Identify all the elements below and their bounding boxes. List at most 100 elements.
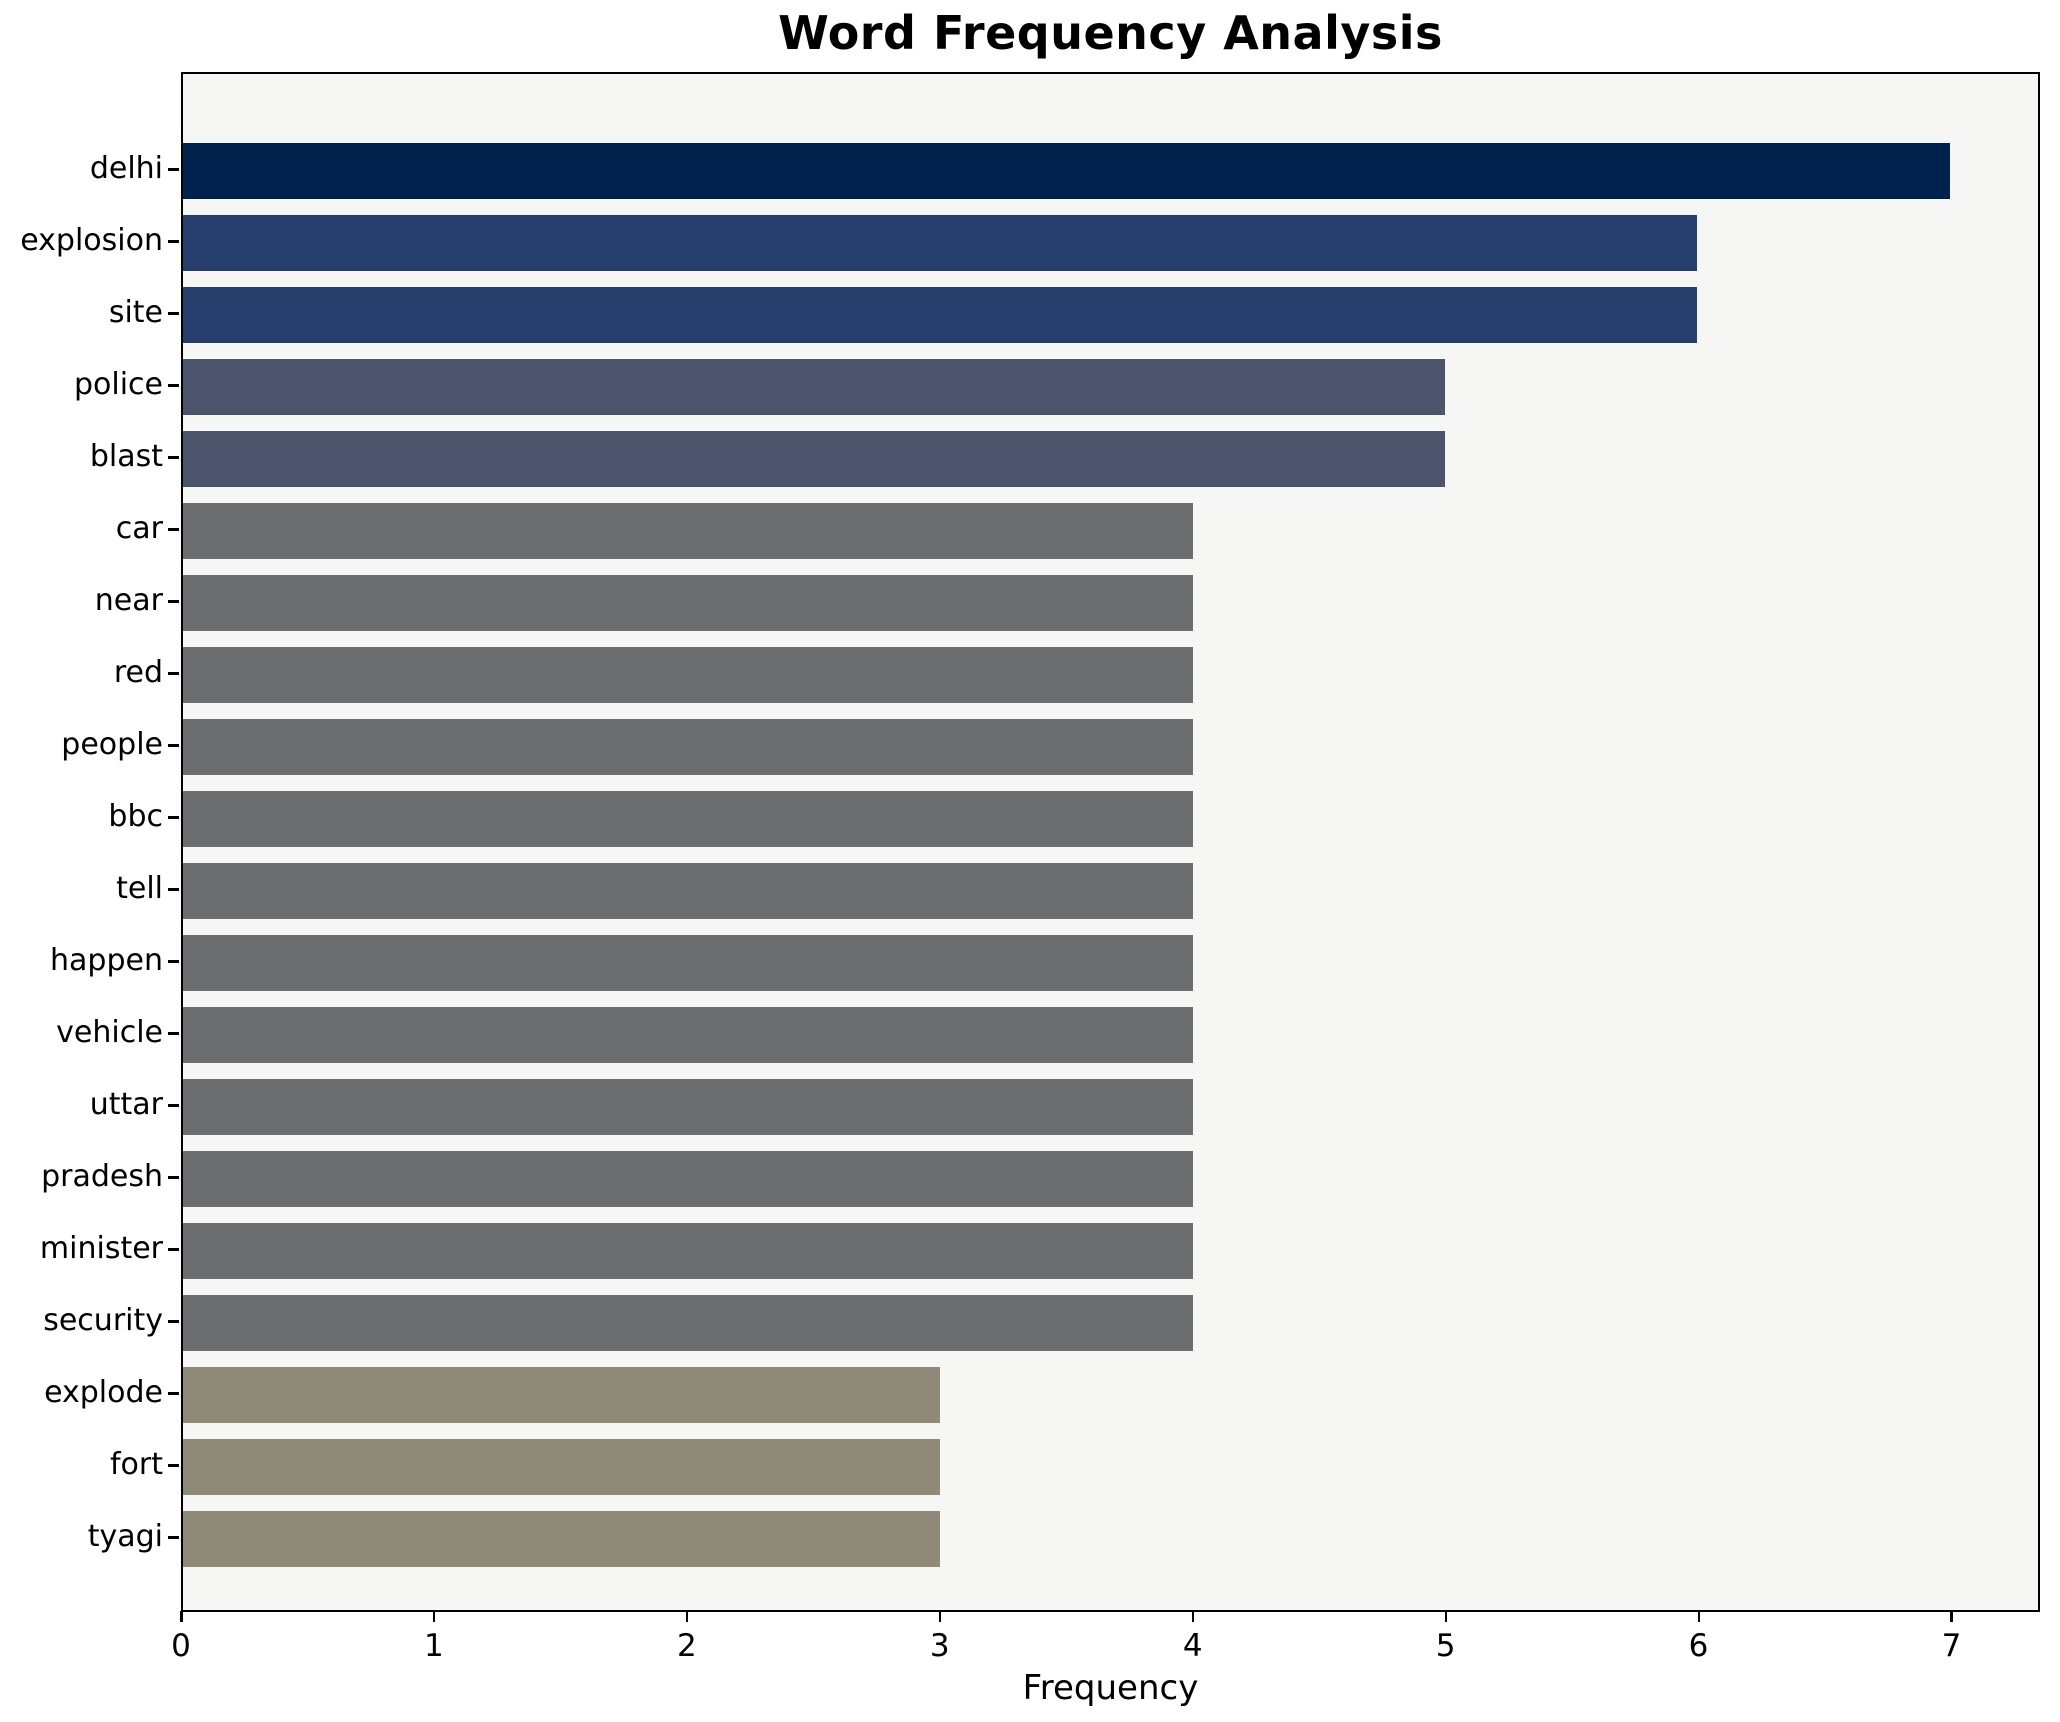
y-tick-label-police: police xyxy=(73,367,163,402)
plot-area xyxy=(181,72,2040,1612)
bar-site xyxy=(183,287,1698,343)
x-tick-mark-4 xyxy=(1191,1611,1195,1622)
bar-delhi xyxy=(183,143,1950,199)
x-tick-mark-5 xyxy=(1444,1611,1448,1622)
y-tick-mark-police xyxy=(168,384,179,387)
bar-row-police xyxy=(183,359,2038,415)
bar-bbc xyxy=(183,791,1193,847)
y-tick-mark-site xyxy=(168,312,179,315)
x-tick-label-3: 3 xyxy=(929,1628,950,1664)
y-tick-label-people: people xyxy=(61,727,163,762)
x-tick-mark-6 xyxy=(1697,1611,1701,1622)
bar-happen xyxy=(183,935,1193,991)
bar-tyagi xyxy=(183,1511,941,1567)
bar-tell xyxy=(183,863,1193,919)
bar-near xyxy=(183,575,1193,631)
bar-row-security xyxy=(183,1295,2038,1351)
bar-car xyxy=(183,503,1193,559)
y-tick-mark-delhi xyxy=(168,168,179,171)
bar-minister xyxy=(183,1223,1193,1279)
bar-people xyxy=(183,719,1193,775)
bar-row-car xyxy=(183,503,2038,559)
y-tick-label-uttar: uttar xyxy=(89,1087,163,1122)
x-tick-mark-7 xyxy=(1950,1611,1953,1622)
bar-row-vehicle xyxy=(183,1007,2038,1063)
bar-red xyxy=(183,647,1193,703)
y-tick-mark-minister xyxy=(168,1248,179,1251)
y-tick-label-near: near xyxy=(94,583,163,618)
y-tick-mark-tyagi xyxy=(168,1536,179,1539)
bar-row-blast xyxy=(183,431,2038,487)
y-tick-mark-security xyxy=(168,1320,179,1323)
y-tick-label-fort: fort xyxy=(109,1447,163,1482)
y-tick-label-bbc: bbc xyxy=(108,799,163,834)
bar-row-site xyxy=(183,287,2038,343)
bar-fort xyxy=(183,1439,941,1495)
bar-row-fort xyxy=(183,1439,2038,1495)
bar-row-red xyxy=(183,647,2038,703)
bar-row-uttar xyxy=(183,1079,2038,1135)
x-tick-label-2: 2 xyxy=(676,1628,697,1664)
y-tick-label-happen: happen xyxy=(50,943,163,978)
bars-container xyxy=(183,74,2038,1610)
y-tick-mark-pradesh xyxy=(168,1176,179,1179)
bar-row-explode xyxy=(183,1367,2038,1423)
x-tick-label-0: 0 xyxy=(171,1628,191,1664)
y-tick-mark-bbc xyxy=(168,816,179,819)
y-tick-label-delhi: delhi xyxy=(89,151,163,186)
bar-row-happen xyxy=(183,935,2038,991)
x-tick-label-4: 4 xyxy=(1182,1628,1203,1664)
y-tick-label-vehicle: vehicle xyxy=(56,1015,163,1050)
bar-police xyxy=(183,359,1445,415)
x-tick-mark-3 xyxy=(938,1611,942,1622)
x-tick-label-7: 7 xyxy=(1941,1628,1962,1664)
bar-row-tyagi xyxy=(183,1511,2038,1567)
y-tick-label-minister: minister xyxy=(39,1231,163,1266)
bar-row-explosion xyxy=(183,215,2038,271)
bar-uttar xyxy=(183,1079,1193,1135)
bar-blast xyxy=(183,431,1445,487)
y-tick-label-tell: tell xyxy=(116,871,163,906)
chart-title: Word Frequency Analysis xyxy=(778,6,1443,60)
bar-vehicle xyxy=(183,1007,1193,1063)
y-tick-mark-fort xyxy=(168,1464,179,1467)
y-tick-mark-car xyxy=(168,528,179,531)
x-tick-label-1: 1 xyxy=(424,1628,444,1664)
x-axis-label: Frequency xyxy=(1022,1668,1199,1708)
y-tick-mark-explode xyxy=(168,1392,179,1395)
bar-pradesh xyxy=(183,1151,1193,1207)
x-tick-mark-0 xyxy=(180,1611,183,1622)
y-tick-mark-red xyxy=(168,672,179,675)
bar-row-delhi xyxy=(183,143,2038,199)
y-tick-mark-uttar xyxy=(168,1104,179,1107)
bar-row-tell xyxy=(183,863,2038,919)
y-tick-label-red: red xyxy=(113,655,163,690)
bar-explosion xyxy=(183,215,1698,271)
y-tick-label-car: car xyxy=(115,511,163,546)
y-tick-mark-explosion xyxy=(168,240,179,243)
y-tick-label-explode: explode xyxy=(44,1375,163,1410)
x-tick-label-6: 6 xyxy=(1688,1628,1709,1664)
y-tick-mark-blast xyxy=(168,456,179,459)
bar-row-minister xyxy=(183,1223,2038,1279)
y-tick-mark-vehicle xyxy=(168,1032,179,1035)
y-tick-label-site: site xyxy=(108,295,163,330)
bar-row-bbc xyxy=(183,791,2038,847)
bar-row-pradesh xyxy=(183,1151,2038,1207)
y-tick-label-security: security xyxy=(43,1303,163,1338)
y-tick-mark-tell xyxy=(168,888,179,891)
y-tick-label-blast: blast xyxy=(89,439,163,474)
bar-row-people xyxy=(183,719,2038,775)
y-tick-label-pradesh: pradesh xyxy=(41,1159,163,1194)
y-tick-label-tyagi: tyagi xyxy=(87,1519,163,1554)
y-tick-mark-people xyxy=(168,744,179,747)
y-tick-mark-happen xyxy=(168,960,179,963)
bar-explode xyxy=(183,1367,941,1423)
bar-security xyxy=(183,1295,1193,1351)
y-tick-label-explosion: explosion xyxy=(20,223,163,258)
bar-row-near xyxy=(183,575,2038,631)
y-tick-mark-near xyxy=(168,600,179,603)
x-tick-mark-2 xyxy=(685,1611,689,1622)
x-tick-mark-1 xyxy=(432,1611,436,1622)
